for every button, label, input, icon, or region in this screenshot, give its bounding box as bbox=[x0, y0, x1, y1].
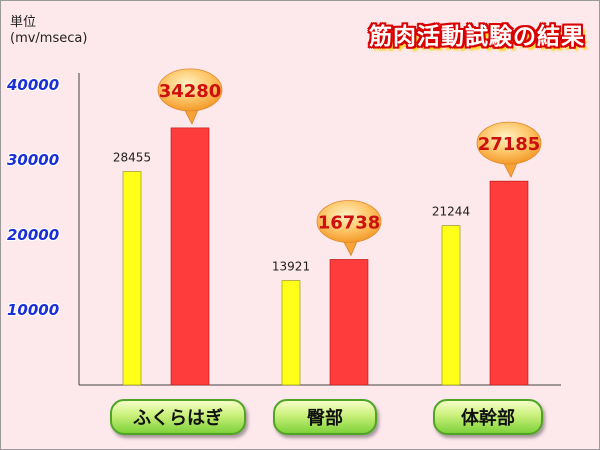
y-tick-label: 20000 bbox=[7, 226, 60, 244]
callout-value-label: 27185 bbox=[478, 134, 541, 155]
y-tick-label: 40000 bbox=[7, 76, 60, 94]
category-button-glutes[interactable]: 臀部 bbox=[273, 399, 377, 435]
callout-value-label: 34280 bbox=[159, 81, 222, 102]
unit-label: 単位 bbox=[10, 15, 37, 30]
bar-value-label: 28455 bbox=[113, 151, 151, 165]
y-tick-label: 30000 bbox=[7, 151, 60, 169]
category-button-core[interactable]: 体幹部 bbox=[433, 399, 543, 435]
bar-red bbox=[329, 259, 369, 386]
chart-title: 筋肉活動試験の結果 bbox=[369, 24, 585, 50]
category-button-calf[interactable]: ふくらはぎ bbox=[110, 399, 246, 435]
value-callout: 27185 bbox=[476, 121, 542, 179]
bar-value-label: 13921 bbox=[272, 260, 310, 274]
callout-value-label: 16738 bbox=[318, 212, 381, 233]
bar-red bbox=[489, 180, 529, 386]
y-tick-label: 10000 bbox=[7, 301, 60, 319]
bar-red bbox=[170, 127, 210, 386]
value-callout: 34280 bbox=[157, 68, 223, 125]
bar-yellow bbox=[122, 171, 142, 386]
unit-value: (mv/mseca) bbox=[10, 31, 88, 46]
bar-yellow bbox=[441, 225, 461, 386]
value-callout: 16738 bbox=[316, 200, 382, 257]
bar-value-label: 21244 bbox=[432, 205, 470, 219]
bar-yellow bbox=[281, 280, 301, 386]
